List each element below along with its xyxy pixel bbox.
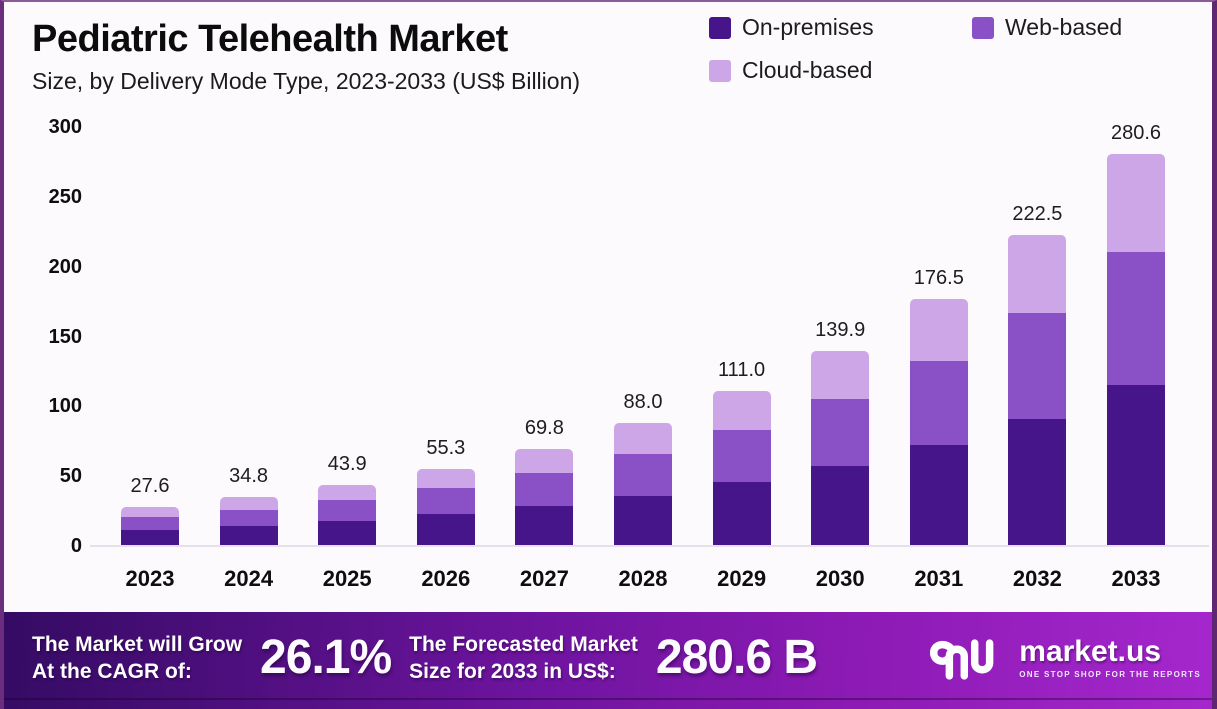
bar-segment-cloud-based-2031 [909,299,968,362]
bar-total-label-2033: 280.6 [1110,122,1162,145]
bar-segment-web-based-2026 [416,488,475,515]
bar-total-label-2031: 176.5 [913,267,964,290]
y-axis-tick-label: 300 [48,116,82,138]
x-axis-label-2025: 2025 [322,566,372,591]
bar-segment-web-based-2028 [614,453,672,496]
legend-item-cloud-based: Cloud-based [709,57,972,84]
legend-label: Cloud-based [742,57,873,83]
x-axis-label-2026: 2026 [421,566,471,591]
x-axis-label-2031: 2031 [914,566,964,591]
bar-segment-cloud-based-2023 [121,507,179,518]
brand-text: market.us ONE STOP SHOP FOR THE REPORTS [1019,635,1201,680]
bar-total-label-2028: 88.0 [623,391,663,414]
footer-banner: The Market will Grow At the CAGR of: 26.… [4,612,1212,709]
x-axis-label-2033: 2033 [1111,566,1161,591]
x-axis-label-2023: 2023 [125,566,175,591]
y-axis-tick-label: 0 [70,535,82,557]
legend-swatch-icon [709,59,731,82]
bar-segment-cloud-based-2025 [318,484,377,501]
bar-total-label-2032: 222.5 [1012,203,1063,226]
bar-segment-web-based-2029 [712,429,771,483]
x-axis-label-2024: 2024 [224,566,274,591]
bar-segment-on-premises-2032 [1008,418,1067,546]
bar-total-label-2026: 55.3 [426,436,466,459]
bar-total-label-2025: 43.9 [327,452,367,475]
bar-segment-web-based-2030 [811,399,870,466]
cagr-label-line1: The Market will Grow [32,632,243,656]
page-subtitle: Size, by Delivery Mode Type, 2023-2033 (… [32,68,581,94]
bar-segment-cloud-based-2032 [1008,235,1067,313]
brand-tagline: ONE STOP SHOP FOR THE REPORTS [1019,670,1201,679]
bar-segment-web-based-2031 [909,361,968,445]
bar-total-label-2024: 34.8 [229,465,269,488]
legend-swatch-icon [972,16,994,39]
forecast-label: The Forecasted Market Size for 2033 in U… [409,631,638,685]
y-axis-tick-label: 100 [48,395,82,418]
legend-label: Web-based [1005,14,1123,40]
bar-total-label-2023: 27.6 [130,475,170,498]
market-us-logo-icon [930,638,994,680]
bar-segment-web-based-2023 [121,517,179,531]
bar-segment-on-premises-2033 [1107,385,1165,546]
bar-segment-on-premises-2028 [614,495,672,546]
x-axis-label-2029: 2029 [717,566,767,591]
cagr-label: The Market will Grow At the CAGR of: [32,631,242,685]
x-axis-label-2032: 2032 [1012,566,1062,591]
bar-segment-web-based-2033 [1107,252,1165,386]
bar-segment-cloud-based-2026 [416,468,475,489]
legend-swatch-icon [709,16,731,39]
bar-segment-on-premises-2025 [318,520,377,546]
bar-segment-web-based-2032 [1008,312,1067,419]
cagr-label-line2: At the CAGR of: [32,659,192,683]
legend-item-web-based: Web-based [972,14,1212,41]
bar-segment-on-premises-2030 [811,465,870,546]
y-axis-tick-label: 250 [48,185,82,208]
forecast-label-line2: Size for 2033 in US$: [409,659,616,683]
bar-segment-web-based-2024 [219,509,278,527]
bar-segment-web-based-2027 [515,472,574,507]
legend-item-on-premises: On-premises [709,14,972,41]
bar-segment-on-premises-2029 [712,482,771,546]
bar-segment-on-premises-2026 [416,514,475,546]
bar-segment-cloud-based-2027 [515,448,574,473]
bar-segment-cloud-based-2028 [614,423,672,454]
bar-segment-web-based-2025 [318,500,377,521]
page-title: Pediatric Telehealth Market [32,18,508,60]
bar-segment-cloud-based-2030 [811,350,870,400]
forecast-label-line1: The Forecasted Market [409,632,638,656]
bar-total-label-2030: 139.9 [815,318,866,341]
x-axis-label-2027: 2027 [519,566,569,591]
bar-segment-on-premises-2023 [121,530,179,546]
bar-segment-cloud-based-2029 [712,390,771,430]
forecast-value: 280.6 B [655,631,818,684]
x-axis-label-2028: 2028 [618,566,668,591]
legend: On-premises Web-based Cloud-based [709,14,1212,84]
brand-name: market.us [1019,635,1162,668]
y-axis-tick-label: 150 [48,325,82,348]
legend-label: On-premises [742,14,874,40]
bar-segment-cloud-based-2024 [219,497,278,510]
x-axis-label-2030: 2030 [815,566,865,591]
bar-total-label-2029: 111.0 [718,358,766,381]
bar-segment-on-premises-2027 [515,506,574,546]
y-axis-tick-label: 50 [59,465,82,488]
y-axis-tick-label: 200 [48,255,82,278]
x-axis-baseline [90,545,1209,547]
bar-segment-cloud-based-2033 [1107,154,1165,253]
bar-segment-on-premises-2031 [909,444,968,546]
cagr-value: 26.1% [260,631,392,684]
brand-group: market.us ONE STOP SHOP FOR THE REPORTS [927,629,1201,687]
bar-segment-on-premises-2024 [219,526,278,546]
bar-total-label-2027: 69.8 [524,416,564,439]
